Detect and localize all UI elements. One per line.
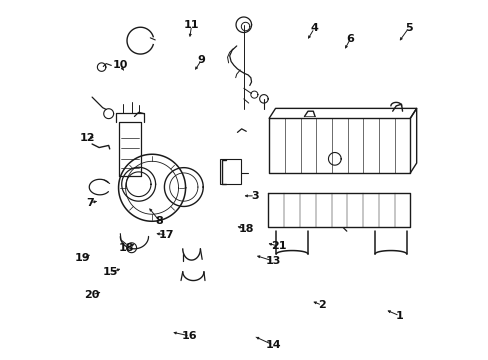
Text: 3: 3 (251, 191, 258, 201)
Text: 10: 10 (112, 60, 128, 70)
Text: 8: 8 (155, 216, 163, 226)
Text: 12: 12 (80, 133, 95, 143)
Text: 1: 1 (395, 311, 403, 321)
Bar (219, 159, 241, 184)
Text: 15: 15 (102, 267, 118, 278)
Text: 5: 5 (404, 23, 411, 33)
Text: 4: 4 (310, 23, 318, 33)
Text: 11: 11 (183, 21, 199, 31)
Text: 9: 9 (197, 55, 205, 65)
Text: 2: 2 (318, 300, 325, 310)
Text: 16: 16 (182, 331, 197, 341)
Text: 17: 17 (159, 230, 174, 240)
Text: 13: 13 (265, 256, 281, 266)
Text: 21: 21 (271, 241, 286, 251)
Text: 18: 18 (118, 243, 134, 253)
Text: 7: 7 (86, 198, 94, 208)
Text: 14: 14 (265, 340, 281, 350)
Text: 6: 6 (346, 34, 353, 44)
Text: 19: 19 (75, 253, 91, 263)
Text: 20: 20 (84, 290, 100, 300)
Text: 18: 18 (238, 224, 253, 234)
